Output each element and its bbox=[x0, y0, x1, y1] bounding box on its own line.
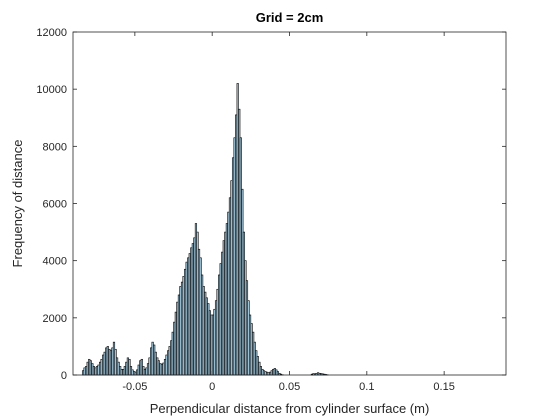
y-tick-label: 8000 bbox=[43, 141, 67, 153]
y-tick-label: 2000 bbox=[43, 313, 67, 325]
y-axis-ticks: 0 2000 4000 6000 8000 10000 12000 bbox=[36, 27, 506, 382]
x-tick-label: -0.05 bbox=[122, 381, 147, 393]
chart-title: Grid = 2cm bbox=[256, 10, 324, 25]
y-tick-label: 0 bbox=[61, 370, 67, 382]
x-tick-label: 0 bbox=[209, 381, 215, 393]
x-axis-ticks: -0.05 0 0.05 0.1 0.15 bbox=[122, 32, 455, 393]
y-axis-label: Frequency of distance bbox=[10, 140, 25, 268]
x-tick-label: 0.15 bbox=[433, 381, 454, 393]
x-axis-label: Perpendicular distance from cylinder sur… bbox=[150, 401, 430, 416]
x-tick-label: 0.1 bbox=[359, 381, 374, 393]
plot-area bbox=[73, 32, 506, 375]
y-tick-label: 10000 bbox=[36, 84, 67, 96]
y-tick-label: 4000 bbox=[43, 256, 67, 268]
y-tick-label: 6000 bbox=[43, 199, 67, 211]
x-tick-label: 0.05 bbox=[279, 381, 300, 393]
y-tick-label: 12000 bbox=[36, 27, 67, 39]
